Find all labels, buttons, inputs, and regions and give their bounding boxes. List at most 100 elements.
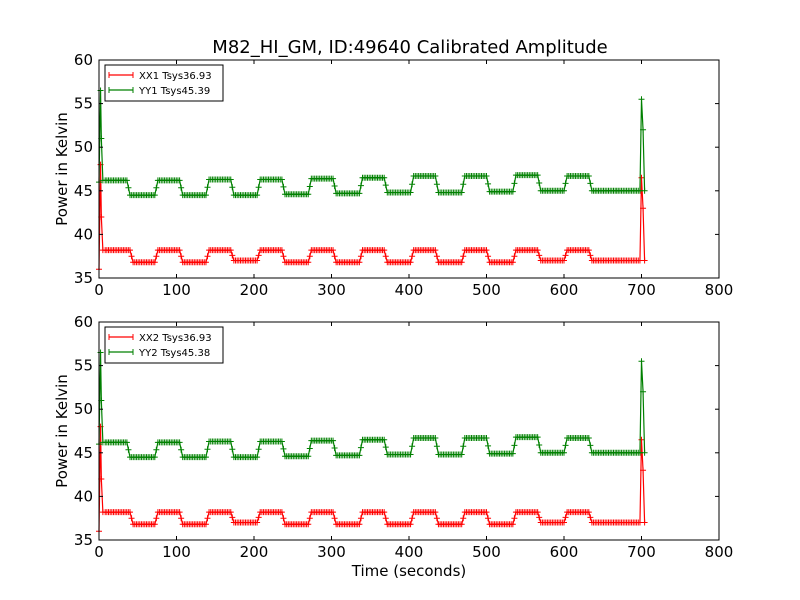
x-tick-label: 700: [627, 543, 656, 561]
data-point: [278, 247, 285, 254]
data-point: [640, 126, 647, 133]
data-point: [587, 252, 594, 259]
data-point: [357, 253, 364, 260]
data-point: [534, 172, 541, 179]
data-point: [407, 259, 414, 266]
data-point: [585, 509, 592, 516]
data-point: [382, 444, 389, 451]
y-tick-label: 40: [74, 225, 93, 243]
series-2: [96, 349, 648, 461]
data-point: [127, 247, 133, 254]
data-point: [204, 253, 211, 260]
y-axis-label: Power in Kelvin: [53, 374, 71, 488]
data-point: [511, 253, 518, 260]
data-point: [254, 257, 261, 264]
y-tick-label: 60: [74, 313, 93, 331]
data-point: [587, 514, 594, 521]
data-point: [330, 175, 337, 182]
data-point: [356, 190, 363, 197]
data-point: [176, 177, 183, 184]
data-point: [153, 253, 160, 260]
data-point: [640, 467, 647, 474]
data-point: [409, 253, 416, 260]
data-point: [229, 184, 236, 191]
legend-box: [104, 326, 224, 364]
data-point: [280, 515, 287, 522]
data-point: [306, 253, 313, 260]
data-point: [305, 521, 312, 528]
legend: XX2 Tsys36.93 YY2 Tsys45.38: [104, 326, 224, 364]
data-point: [433, 443, 440, 450]
data-point: [153, 515, 160, 522]
data-point: [356, 452, 363, 459]
y-tick-label: 45: [74, 182, 93, 200]
data-point: [483, 247, 490, 254]
data-point: [305, 259, 312, 266]
data-point: [227, 438, 234, 445]
data-point: [585, 247, 592, 254]
data-point: [460, 515, 467, 522]
data-point: [641, 257, 648, 264]
data-point: [460, 253, 467, 260]
data-point: [151, 192, 158, 199]
data-point: [331, 515, 338, 522]
bottom-plot: 0 100 200 300 400 500 600 700 800 35 40 45 50 55 60 Pow…: [53, 313, 733, 580]
data-point: [509, 521, 516, 528]
x-tick-label: 0: [94, 281, 104, 299]
y-tick-label: 35: [74, 269, 93, 287]
data-point: [536, 441, 543, 448]
top-plot: 0 100 200 300 400 500 600 700 800 35 40 45 50 55 60 Pow…: [53, 51, 733, 299]
data-point: [330, 437, 337, 444]
data-point: [641, 519, 648, 526]
data-point: [330, 247, 337, 254]
x-tick-label: 400: [395, 543, 424, 561]
data-point: [305, 191, 312, 198]
data-point: [409, 515, 416, 522]
data-point: [561, 519, 567, 526]
data-point: [331, 445, 338, 452]
legend-label: XX1 Tsys36.93: [139, 71, 212, 82]
data-point: [128, 253, 135, 260]
data-point: [280, 445, 287, 452]
y-axis-label: Power in Kelvin: [53, 112, 71, 226]
y-tick-label: 35: [74, 531, 93, 549]
data-point: [178, 184, 185, 191]
data-point: [433, 253, 440, 260]
data-point: [255, 184, 262, 191]
data-point: [561, 187, 567, 194]
data-point: [485, 253, 492, 260]
data-point: [562, 180, 569, 187]
data-point: [485, 515, 492, 522]
data-point: [509, 259, 516, 266]
legend-label: YY2 Tsys45.38: [138, 348, 210, 359]
data-point: [381, 436, 388, 443]
data-point: [153, 446, 160, 453]
data-point: [227, 247, 234, 254]
legend-marker: [108, 334, 134, 340]
data-point: [229, 252, 236, 259]
data-point: [202, 521, 209, 528]
data-point: [562, 442, 569, 449]
data-point: [306, 515, 313, 522]
x-tick-label: 200: [240, 281, 269, 299]
data-point: [561, 449, 567, 456]
x-tick-label: 200: [240, 543, 269, 561]
data-point: [536, 179, 543, 186]
data-point: [638, 436, 645, 443]
data-point: [123, 439, 130, 446]
data-point: [227, 176, 234, 183]
data-point: [485, 442, 492, 449]
data-point: [458, 259, 465, 266]
data-point: [127, 509, 133, 516]
data-point: [278, 438, 285, 445]
data-point: [204, 515, 211, 522]
legend-marker: [108, 349, 134, 355]
data-point: [534, 509, 541, 516]
data-point: [254, 192, 261, 199]
data-point: [125, 446, 132, 453]
data-point: [407, 451, 414, 458]
data-point: [280, 253, 287, 260]
data-point: [229, 446, 236, 453]
data-point: [204, 184, 211, 191]
data-point: [357, 182, 364, 189]
